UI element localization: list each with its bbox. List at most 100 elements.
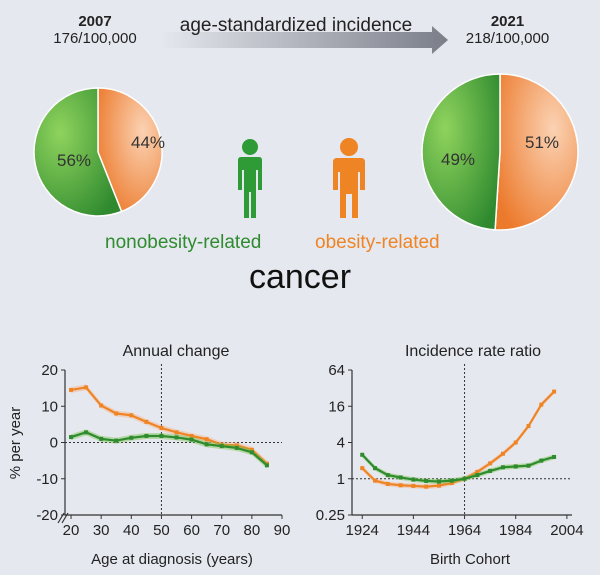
y-tick-label: -20 (36, 507, 58, 524)
data-point-nonobesity-related (360, 452, 365, 457)
data-point-obesity-related (513, 440, 518, 445)
data-point-nonobesity-related (84, 430, 89, 435)
trend-arrow (160, 26, 448, 54)
x-tick-label: 1984 (499, 522, 532, 539)
data-point-nonobesity-related (424, 478, 429, 483)
left-year: 2007 (78, 13, 112, 30)
data-point-obesity-related (539, 402, 544, 407)
data-point-nonobesity-related (475, 473, 480, 478)
pie-slice-obesity (494, 73, 579, 231)
data-point-obesity-related (249, 447, 254, 452)
right-rate: 218/100,000 (465, 30, 550, 47)
x-tick-label: 90 (274, 522, 291, 539)
y-tick-label: 0.25 (316, 507, 345, 524)
data-point-obesity-related (159, 426, 164, 430)
pie-label-nonobesity: 56% (57, 151, 91, 170)
pie-2021: 49% 51% (421, 73, 579, 231)
data-point-obesity-related (84, 385, 89, 390)
y-tick-label: 10 (41, 398, 58, 415)
data-point-nonobesity-related (513, 464, 518, 469)
x-tick-label: 20 (63, 522, 80, 539)
series-line-nonobesity-related (361, 454, 555, 483)
x-tick-label: 60 (183, 522, 200, 539)
x-tick-label: 50 (153, 522, 170, 539)
right-chart-xlabel: Birth Cohort (430, 551, 511, 568)
y-tick-label: 1 (337, 471, 345, 488)
data-point-nonobesity-related (526, 463, 531, 468)
x-tick-label: 40 (123, 522, 140, 539)
right-header: 2021 218/100,000 (440, 13, 575, 47)
data-point-obesity-related (373, 478, 378, 483)
data-point-nonobesity-related (219, 444, 224, 449)
data-point-nonobesity-related (436, 479, 441, 484)
x-tick-label: 1944 (397, 522, 430, 539)
data-point-obesity-related (500, 451, 505, 456)
center-word: cancer (248, 258, 352, 296)
data-point-nonobesity-related (144, 433, 149, 438)
pie-slice-obesity (97, 87, 163, 213)
pie-label-obesity: 44% (131, 133, 165, 152)
data-point-obesity-related (475, 469, 480, 474)
bottom-charts: Annual change Incidence rate ratio Age a… (7, 343, 584, 568)
pie-2007: 56% 44% (33, 87, 165, 217)
x-tick-label: 30 (93, 522, 110, 539)
data-point-nonobesity-related (539, 458, 544, 463)
x-tick-label: 70 (213, 522, 230, 539)
data-point-obesity-related (69, 387, 74, 392)
data-point-nonobesity-related (552, 454, 557, 459)
x-tick-label: 80 (244, 522, 261, 539)
top-graphics: 56% 44% 49% 51% (33, 26, 579, 231)
y-tick-label: 0 (50, 435, 58, 452)
pie-label-obesity: 51% (525, 133, 559, 152)
data-point-obesity-related (449, 480, 454, 485)
x-tick-label: 2004 (550, 522, 583, 539)
data-point-obesity-related (129, 413, 134, 418)
data-point-nonobesity-related (99, 436, 104, 441)
data-point-obesity-related (114, 411, 119, 416)
data-point-nonobesity-related (159, 433, 164, 438)
data-point-nonobesity-related (398, 475, 403, 480)
data-point-obesity-related (488, 461, 493, 466)
data-point-obesity-related (174, 430, 179, 435)
right-chart-title: Incidence rate ratio (405, 343, 541, 360)
data-point-obesity-related (385, 481, 390, 486)
y-tick-label: 4 (337, 435, 345, 452)
data-point-nonobesity-related (174, 435, 179, 440)
left-chart-ylabel: % per year (7, 407, 24, 480)
data-point-nonobesity-related (234, 445, 239, 450)
annual-change-chart: 20 10 0 -10 -20 20 30 40 50 60 70 80 90 (36, 362, 290, 539)
arrow-label: age-standardized incidence (179, 15, 413, 36)
data-point-nonobesity-related (411, 477, 416, 482)
axis-break-mark (61, 512, 69, 524)
y-tick-label: 64 (328, 362, 345, 379)
data-point-nonobesity-related (264, 463, 269, 468)
legend-obesity: obesity-related (315, 232, 440, 253)
data-point-nonobesity-related (129, 435, 134, 440)
data-point-nonobesity-related (204, 442, 209, 447)
data-point-nonobesity-related (488, 468, 493, 473)
series-line-obesity-related (361, 390, 555, 488)
left-rate: 176/100,000 (53, 30, 137, 47)
data-point-nonobesity-related (114, 438, 119, 443)
data-point-obesity-related (552, 389, 557, 394)
data-point-nonobesity-related (462, 476, 467, 481)
y-tick-label: 16 (328, 398, 345, 415)
data-point-obesity-related (189, 433, 194, 438)
data-point-obesity-related (204, 437, 209, 442)
x-tick-label: 1964 (448, 522, 481, 539)
data-point-nonobesity-related (249, 450, 254, 455)
y-tick-label: -10 (36, 471, 58, 488)
data-point-obesity-related (144, 419, 149, 424)
right-year: 2021 (490, 13, 525, 30)
pie-label-nonobesity: 49% (441, 150, 475, 169)
data-point-obesity-related (411, 483, 416, 488)
data-point-obesity-related (99, 403, 104, 408)
series-line-obesity-related (70, 386, 268, 465)
person-icon-green (238, 139, 262, 218)
left-header: 2007 176/100,000 (30, 13, 160, 47)
y-tick-label: 20 (41, 362, 58, 379)
series-line-nonobesity-related (70, 431, 268, 467)
data-point-obesity-related (436, 483, 441, 488)
x-tick-label: 1924 (346, 522, 379, 539)
